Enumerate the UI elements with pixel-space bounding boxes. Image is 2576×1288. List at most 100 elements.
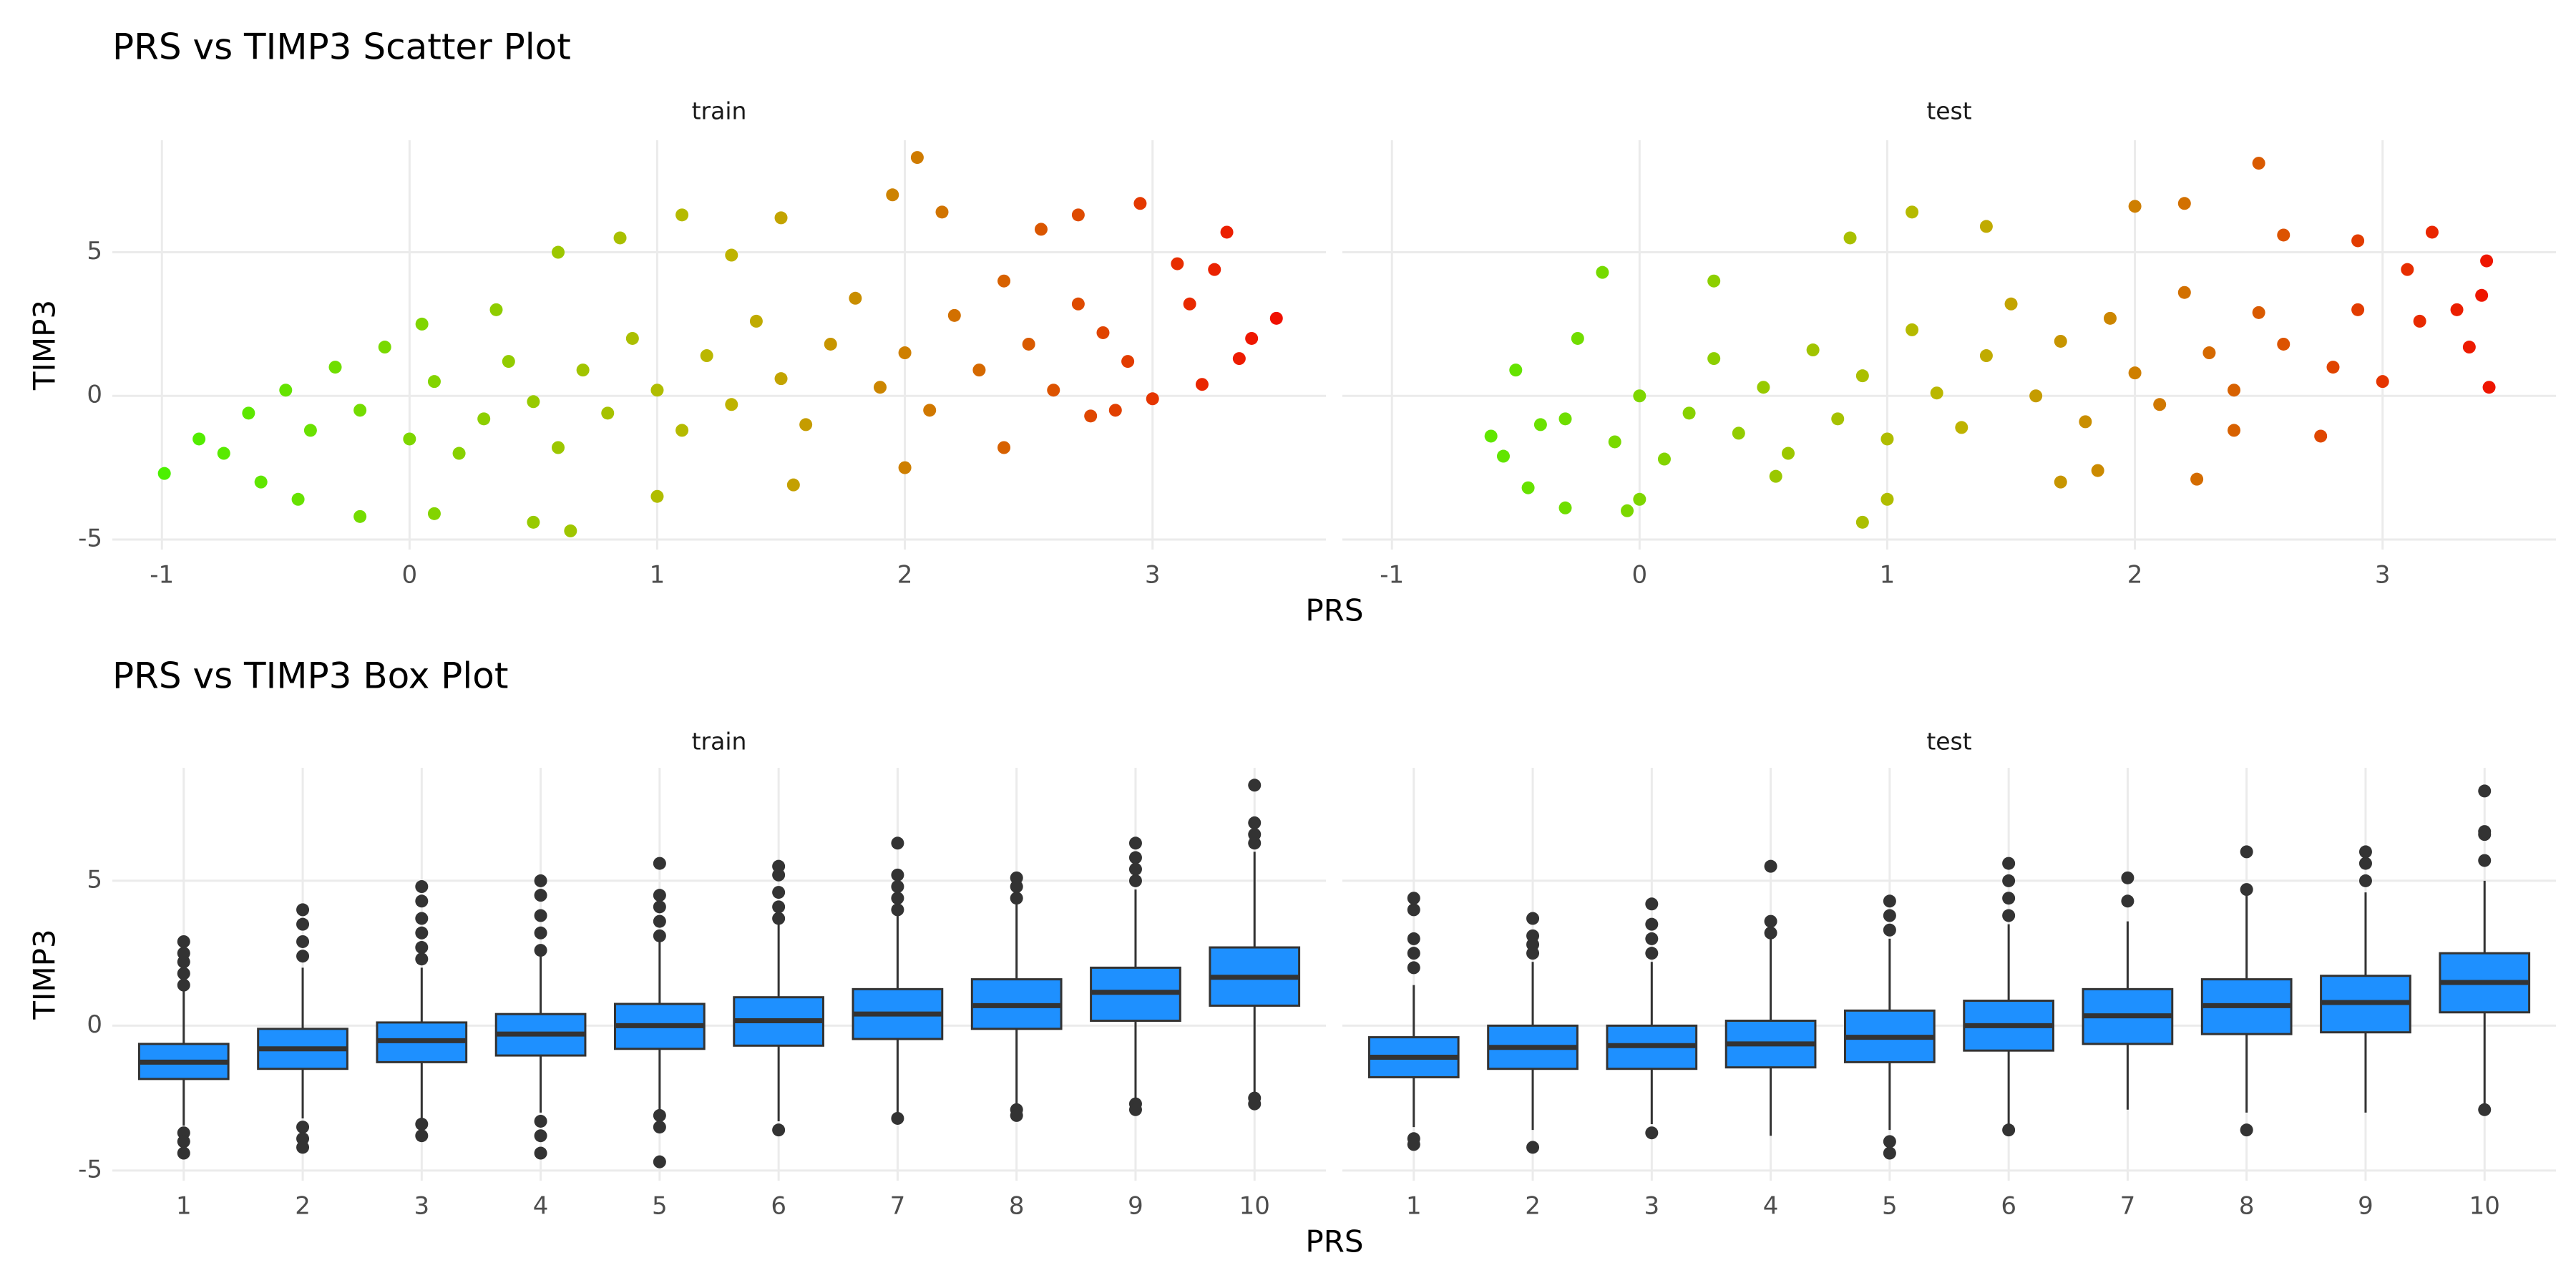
outlier [1764,926,1777,940]
facet-label: test [1926,97,1971,125]
x-tick-label: 7 [890,1192,906,1221]
point [2177,197,2191,210]
point [1682,406,1696,420]
point [1245,331,1259,345]
point [415,317,429,331]
point [2252,157,2265,170]
x-tick-label: 1 [1406,1192,1422,1221]
outlier [891,880,904,894]
point [1034,223,1048,236]
point [972,364,986,377]
point [2054,334,2067,348]
outlier [891,903,904,917]
point [1769,469,1782,483]
point [898,461,912,474]
point [2228,384,2241,397]
outlier [1128,874,1142,887]
point [1596,265,1609,279]
outlier [2478,854,2492,867]
outlier [2002,909,2016,922]
point [279,384,293,397]
outlier [1010,871,1023,884]
point [2103,311,2117,325]
x-tick-label: -1 [150,561,174,590]
outlier [2121,871,2135,884]
point [576,364,590,377]
point [1171,257,1184,270]
outlier [772,900,786,914]
point [378,341,391,354]
point [898,346,912,360]
outlier [296,1121,310,1134]
point [2351,234,2365,248]
y-tick-label: 0 [87,381,102,409]
outlier [1407,892,1420,905]
x-tick-label: 3 [414,1192,429,1221]
facet-label: train [692,728,747,756]
point [2450,303,2464,316]
point [254,475,268,489]
outlier [1128,1103,1142,1116]
outlier [177,1135,190,1148]
point [601,406,615,420]
outlier [772,859,786,873]
outlier [296,903,310,917]
point [1880,432,1894,446]
outlier [1248,828,1262,841]
outlier [772,886,786,899]
point [2091,464,2104,477]
outlier [653,1155,666,1169]
outlier [1764,914,1777,928]
outlier [534,926,547,940]
point [725,398,738,411]
point [1782,447,1795,460]
point [2277,228,2290,242]
point [923,404,937,417]
x-tick-label: 2 [2127,561,2143,590]
outlier [653,914,666,928]
point [1108,404,1122,417]
point [2314,429,2328,443]
outlier [1526,1141,1540,1154]
point [947,308,961,322]
outlier [2478,784,2492,798]
x-tick-label: 10 [2469,1192,2500,1221]
point [774,211,788,225]
outlier [772,912,786,925]
point [2475,288,2489,302]
point [1071,208,1085,222]
point [1183,297,1196,311]
x-tick-label: 1 [1880,561,1896,590]
point [1955,421,1968,434]
point [2228,424,2241,437]
outlier [415,912,429,925]
point [1484,429,1498,443]
x-axis-label: PRS [1305,593,1363,628]
point [625,331,639,345]
point [1509,364,1523,377]
outlier [534,909,547,922]
point [1571,331,1584,345]
point [2480,254,2494,268]
outlier [2478,825,2492,839]
outlier [2240,845,2253,859]
x-tick-label: 9 [2358,1192,2373,1221]
point [1608,435,1621,449]
point [1633,492,1646,506]
point [935,205,949,219]
outlier [534,1114,547,1128]
point [2177,286,2191,299]
outlier [296,917,310,931]
point [910,151,924,165]
point [242,406,255,420]
point [2425,225,2439,239]
outlier [1010,892,1023,905]
outlier [1407,961,1420,975]
point [552,245,565,259]
outlier [653,929,666,942]
y-axis-label: TIMP3 [27,929,62,1020]
outlier [1645,1126,1659,1140]
outlier [653,1121,666,1134]
outlier [891,892,904,905]
